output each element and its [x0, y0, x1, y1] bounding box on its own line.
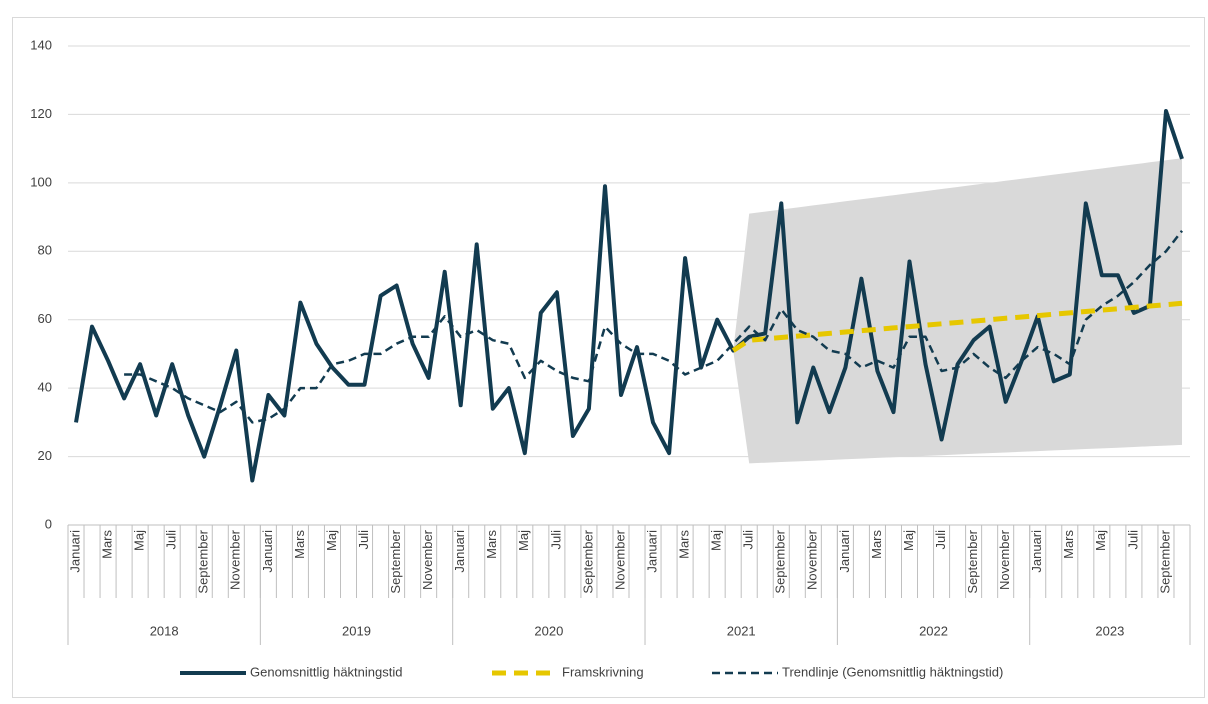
year-label: 2019	[342, 623, 371, 638]
year-label: 2023	[1095, 623, 1124, 638]
x-tick-label: Juli	[164, 530, 179, 550]
legend-label: Framskrivning	[562, 664, 644, 679]
x-tick-label: Maj	[709, 530, 724, 551]
y-tick-label: 0	[45, 516, 52, 531]
x-tick-label: Mars	[869, 530, 884, 559]
y-tick-label: 60	[38, 311, 52, 326]
x-tick-label: Mars	[1061, 530, 1076, 559]
x-tick-label: Maj	[516, 530, 531, 551]
y-tick-label: 80	[38, 243, 52, 258]
legend-label: Trendlinje (Genomsnittlig häktningstid)	[782, 664, 1003, 679]
x-tick-label: Januari	[452, 530, 467, 573]
x-tick-label: Juli	[356, 530, 371, 550]
x-tick-label: September	[196, 529, 211, 593]
x-tick-label: Maj	[324, 530, 339, 551]
x-tick-label: September	[580, 529, 595, 593]
x-tick-label: Mars	[677, 530, 692, 559]
x-tick-label: Mars	[484, 530, 499, 559]
x-tick-label: September	[1157, 529, 1172, 593]
x-tick-label: Januari	[1029, 530, 1044, 573]
x-tick-label: Mars	[100, 530, 115, 559]
y-tick-label: 100	[30, 174, 52, 189]
year-label: 2021	[727, 623, 756, 638]
year-label: 2020	[534, 623, 563, 638]
x-tick-label: September	[773, 529, 788, 593]
year-label: 2018	[150, 623, 179, 638]
y-tick-label: 120	[30, 106, 52, 121]
x-tick-label: Maj	[1093, 530, 1108, 551]
year-label: 2022	[919, 623, 948, 638]
series-line	[731, 300, 1183, 353]
x-tick-label: Juli	[933, 530, 948, 550]
x-tick-label: Juli	[1125, 530, 1140, 550]
confidence-band	[733, 158, 1182, 464]
y-tick-label: 20	[38, 448, 52, 463]
x-tick-label: Maj	[901, 530, 916, 551]
x-tick-label: November	[805, 529, 820, 590]
x-tick-label: September	[388, 529, 403, 593]
legend-label: Genomsnittlig häktningstid	[250, 664, 402, 679]
x-tick-label: Juli	[741, 530, 756, 550]
x-tick-label: Januari	[644, 530, 659, 573]
x-tick-label: Juli	[548, 530, 563, 550]
x-tick-label: November	[997, 529, 1012, 590]
series-line	[74, 109, 1184, 483]
series-line	[124, 230, 1183, 424]
x-tick-label: November	[420, 529, 435, 590]
x-tick-label: September	[965, 529, 980, 593]
y-tick-label: 40	[38, 380, 52, 395]
x-tick-label: Maj	[132, 530, 147, 551]
x-tick-label: November	[228, 529, 243, 590]
y-tick-label: 140	[30, 37, 52, 52]
x-tick-label: Januari	[260, 530, 275, 573]
x-tick-label: November	[612, 529, 627, 590]
x-tick-label: Mars	[292, 530, 307, 559]
x-tick-label: Januari	[67, 530, 82, 573]
x-tick-label: Januari	[837, 530, 852, 573]
